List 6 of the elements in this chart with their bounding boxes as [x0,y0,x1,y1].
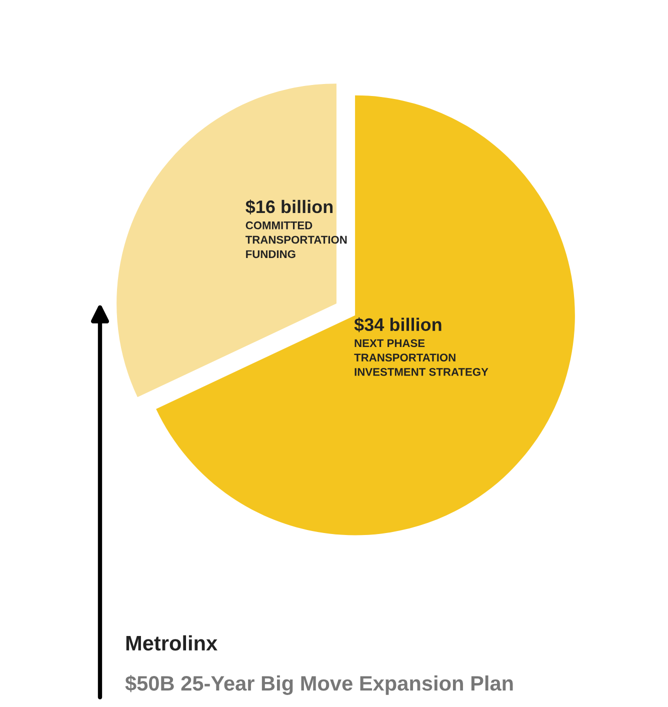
slice-label: COMMITTED TRANSPORTATION FUNDING [245,221,347,258]
text: $50B 25-Year Big Move Expansion Plan [125,675,513,695]
slice-label: NEXT PHASE TRANSPORTATION INVESTMENT STRATEGY [354,339,488,376]
data-label: $34 billion [354,317,442,332]
data-label: $16 billion [246,200,333,214]
text: Metrolinx [126,635,218,651]
